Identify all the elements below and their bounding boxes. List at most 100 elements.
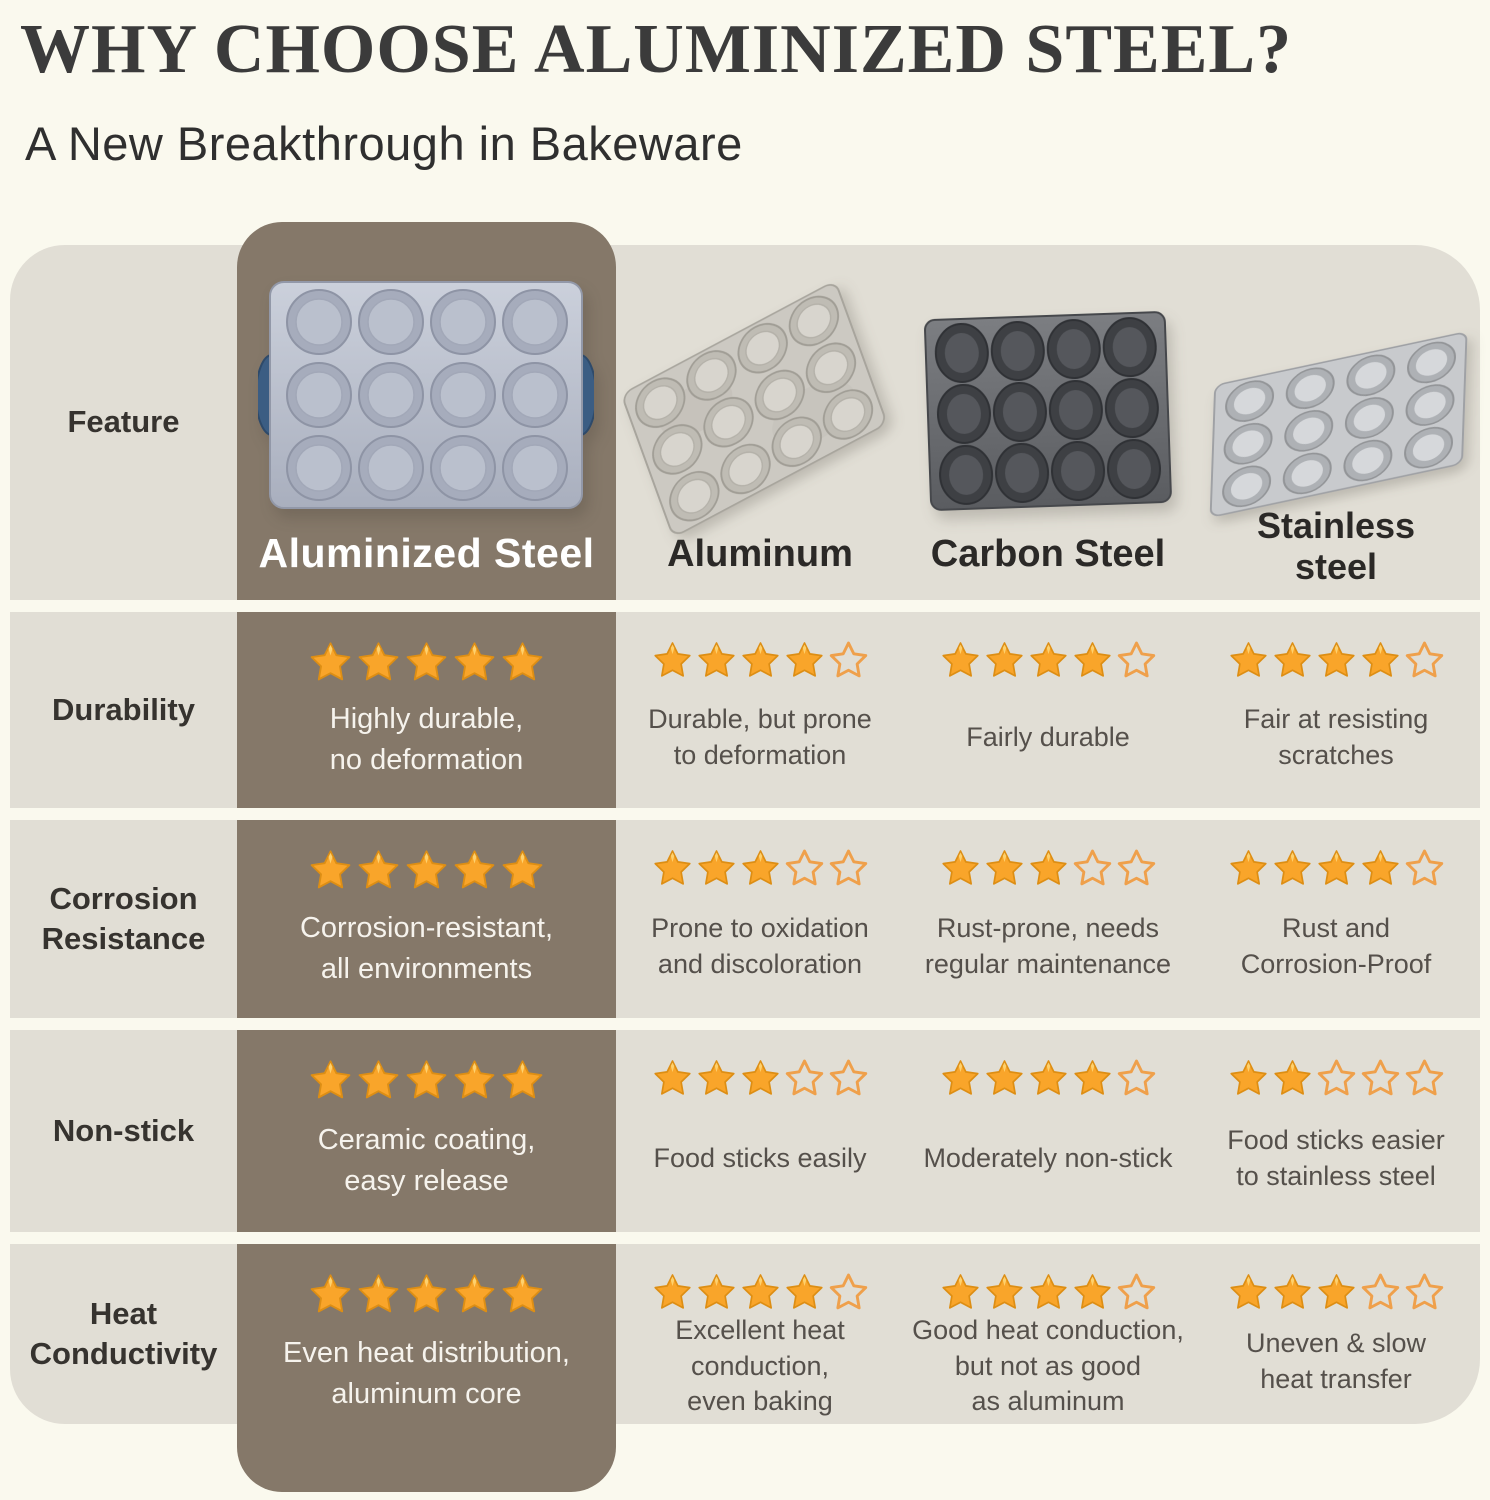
empty-star-icon [1405, 1059, 1443, 1096]
filled-star-icon [785, 1274, 823, 1309]
filled-star-icon [653, 1274, 691, 1309]
cell-heat-carbon: Good heat conduction, but not as good as… [904, 1244, 1192, 1424]
filled-star-icon [697, 850, 735, 885]
cell-nonstick-stainless: Food sticks easier to stainless steel [1192, 1030, 1480, 1232]
rating-note: Fair at resisting scratches [1243, 703, 1429, 770]
filled-star-icon [1229, 642, 1267, 677]
filled-star-icon [1073, 1060, 1111, 1095]
filled-star-icon [406, 1274, 447, 1313]
filled-star-icon [985, 1060, 1023, 1095]
filled-star-icon [406, 642, 447, 681]
rating-note: Uneven & slow heat transfer [1245, 1327, 1427, 1394]
star-rating [1228, 848, 1445, 889]
rating-note: Rust and Corrosion-Proof [1240, 912, 1432, 979]
rating-note: Even heat distribution, aluminum core [283, 1337, 570, 1410]
feature-column-header: Feature [67, 404, 180, 440]
cell-nonstick-aluminized: Ceramic coating, easy release [237, 1030, 616, 1232]
star-rating [308, 848, 545, 893]
feature-label-corrosion-resistance: Corrosion Resistance [41, 880, 206, 956]
filled-star-icon [1029, 1274, 1067, 1309]
filled-star-icon [941, 1060, 979, 1095]
star-rating [652, 640, 869, 681]
empty-star-icon [1405, 641, 1443, 678]
filled-star-icon [1273, 850, 1311, 885]
filled-star-icon [1229, 1274, 1267, 1309]
cell-corrosion-stainless: Rust and Corrosion-Proof [1192, 820, 1480, 1018]
empty-star-icon [1405, 849, 1443, 886]
filled-star-icon [454, 1060, 495, 1099]
row-divider [237, 1232, 616, 1244]
feature-label-durability: Durability [52, 691, 195, 727]
stainless-steel-pan-image [1206, 328, 1470, 525]
filled-star-icon [741, 1274, 779, 1309]
filled-star-icon [741, 850, 779, 885]
filled-star-icon [697, 1060, 735, 1095]
filled-star-icon [310, 1274, 351, 1313]
filled-star-icon [502, 1060, 543, 1099]
filled-star-icon [1229, 850, 1267, 885]
star-rating [308, 1058, 545, 1103]
filled-star-icon [1029, 850, 1067, 885]
filled-star-icon [1273, 642, 1311, 677]
cell-durability-stainless: Fair at resisting scratches [1192, 612, 1480, 808]
empty-star-icon [829, 849, 867, 886]
rating-note: Durable, but prone to deformation [648, 703, 872, 770]
rating-note: Prone to oxidation and discoloration [651, 912, 869, 979]
filled-star-icon [653, 850, 691, 885]
star-rating [308, 640, 545, 685]
row-divider [237, 1018, 616, 1030]
filled-star-icon [985, 1274, 1023, 1309]
page-title: WHY CHOOSE ALUMINIZED STEEL? [20, 11, 1293, 88]
rating-note: Moderately non-stick [923, 1142, 1173, 1173]
rating-note: Excellent heat conduction, even baking [675, 1315, 845, 1417]
star-rating [940, 848, 1157, 889]
column-header-aluminum: Aluminum [667, 533, 853, 575]
rating-note: Food sticks easily [653, 1142, 867, 1173]
filled-star-icon [653, 1060, 691, 1095]
filled-star-icon [358, 1060, 399, 1099]
filled-star-icon [1073, 642, 1111, 677]
filled-star-icon [785, 642, 823, 677]
star-rating [940, 1272, 1157, 1313]
cell-heat-aluminized: Even heat distribution, aluminum core [237, 1244, 616, 1444]
star-rating [652, 1058, 869, 1099]
filled-star-icon [1317, 642, 1355, 677]
filled-star-icon [1029, 1060, 1067, 1095]
page-subtitle: A New Breakthrough in Bakeware [25, 117, 743, 170]
rating-note: Highly durable, no deformation [329, 703, 524, 776]
column-header-aluminized-steel: Aluminized Steel [258, 530, 595, 576]
cell-corrosion-aluminum: Prone to oxidation and discoloration [616, 820, 904, 1018]
empty-star-icon [1117, 1273, 1155, 1310]
cell-durability-aluminized: Highly durable, no deformation [237, 612, 616, 808]
filled-star-icon [985, 642, 1023, 677]
empty-star-icon [829, 1059, 867, 1096]
star-rating [940, 1058, 1157, 1099]
rating-note: Food sticks easier to stainless steel [1227, 1124, 1445, 1191]
cell-heat-stainless: Uneven & slow heat transfer [1192, 1244, 1480, 1424]
carbon-steel-pan-image [921, 308, 1176, 520]
star-rating [308, 1272, 545, 1317]
feature-label-non-stick: Non-stick [52, 1112, 195, 1148]
rating-note: Fairly durable [966, 721, 1130, 752]
rating-note: Corrosion-resistant, all environments [299, 912, 554, 985]
empty-star-icon [1117, 1059, 1155, 1096]
filled-star-icon [310, 642, 351, 681]
empty-star-icon [1317, 1059, 1355, 1096]
filled-star-icon [1361, 642, 1399, 677]
filled-star-icon [406, 850, 447, 889]
star-rating [1228, 1058, 1445, 1099]
star-rating [1228, 1272, 1445, 1313]
filled-star-icon [502, 642, 543, 681]
column-header-stainless-steel: Stainless steel [1256, 505, 1416, 588]
cell-nonstick-carbon: Moderately non-stick [904, 1030, 1192, 1232]
empty-star-icon [1361, 1273, 1399, 1310]
filled-star-icon [454, 642, 495, 681]
row-divider [237, 600, 616, 612]
empty-star-icon [1361, 1059, 1399, 1096]
empty-star-icon [1073, 849, 1111, 886]
filled-star-icon [358, 850, 399, 889]
filled-star-icon [1273, 1060, 1311, 1095]
rating-note: Ceramic coating, easy release [317, 1124, 536, 1197]
cell-durability-aluminum: Durable, but prone to deformation [616, 612, 904, 808]
